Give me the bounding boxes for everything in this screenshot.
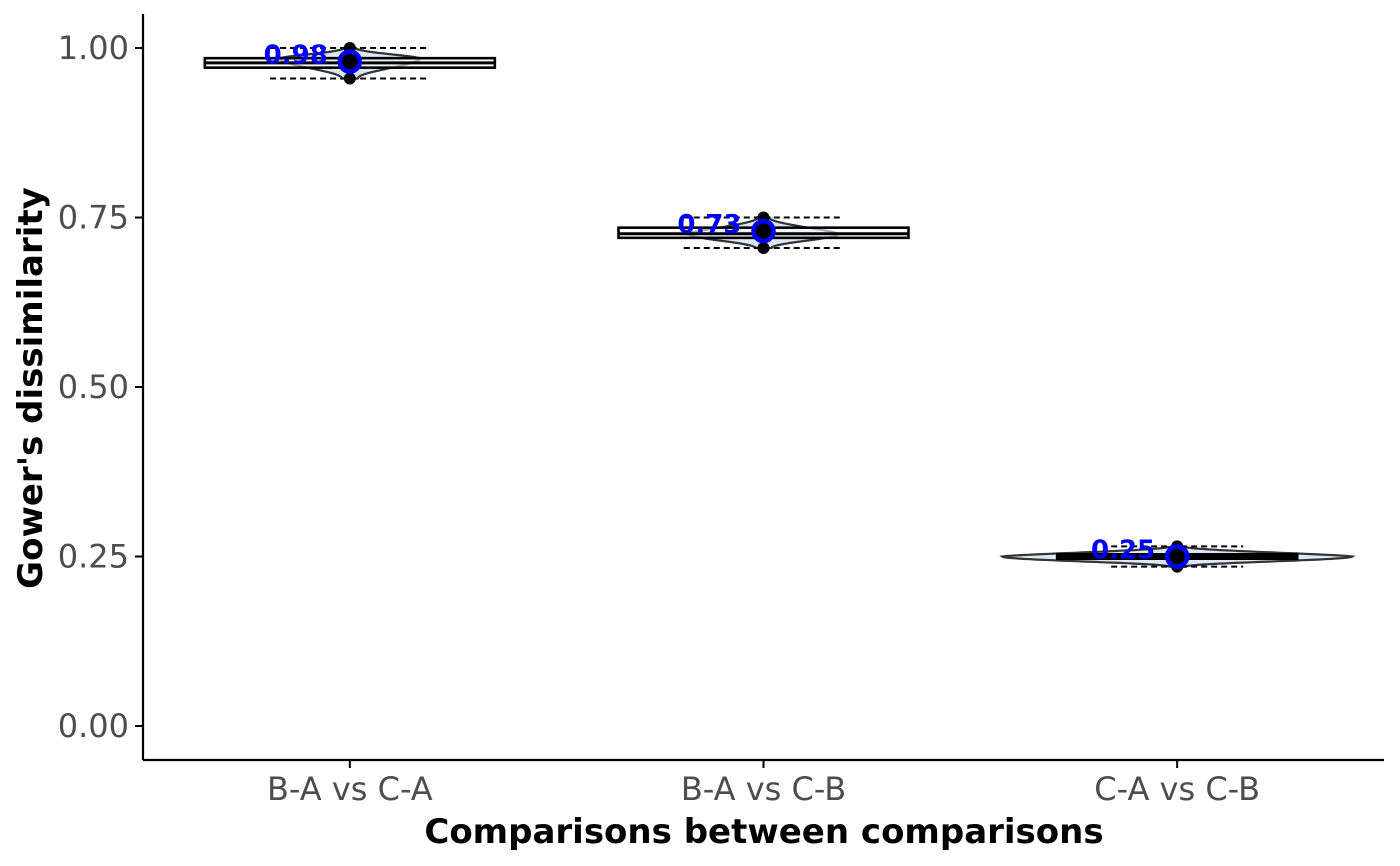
violin-group: 0.25: [999, 536, 1356, 573]
y-tick-label: 0.00: [58, 707, 129, 745]
x-tick-label: C-A vs C-B: [1094, 770, 1260, 808]
mean-label: 0.73: [677, 210, 741, 240]
x-axis-title: Comparisons between comparisons: [424, 812, 1103, 852]
mean-label: 0.98: [264, 41, 328, 71]
y-tick-label: 0.50: [58, 368, 129, 406]
violin-group: 0.98: [203, 41, 497, 85]
y-tick-label: 1.00: [58, 29, 129, 67]
plot-marks: 0.98 0.73 0.25: [203, 41, 1356, 573]
y-axis-title: Gower's dissimilarity: [11, 187, 51, 589]
y-tick-label: 0.75: [58, 199, 129, 237]
mean-marker: [337, 49, 363, 74]
x-tick-label: B-A vs C-B: [681, 770, 846, 808]
x-tick-label: B-A vs C-A: [267, 770, 433, 808]
y-tick-label: 0.25: [58, 538, 129, 576]
y-axis-ticks: 0.00 0.25 0.50 0.75 1.00: [58, 29, 143, 745]
mean-marker: [1164, 544, 1190, 569]
violin-group: 0.73: [617, 210, 910, 255]
mean-label: 0.25: [1091, 536, 1155, 566]
x-axis-ticks: B-A vs C-A B-A vs C-B C-A vs C-B: [267, 760, 1260, 808]
data-point: [757, 242, 770, 255]
mean-marker: [751, 218, 776, 244]
data-point: [343, 72, 356, 85]
